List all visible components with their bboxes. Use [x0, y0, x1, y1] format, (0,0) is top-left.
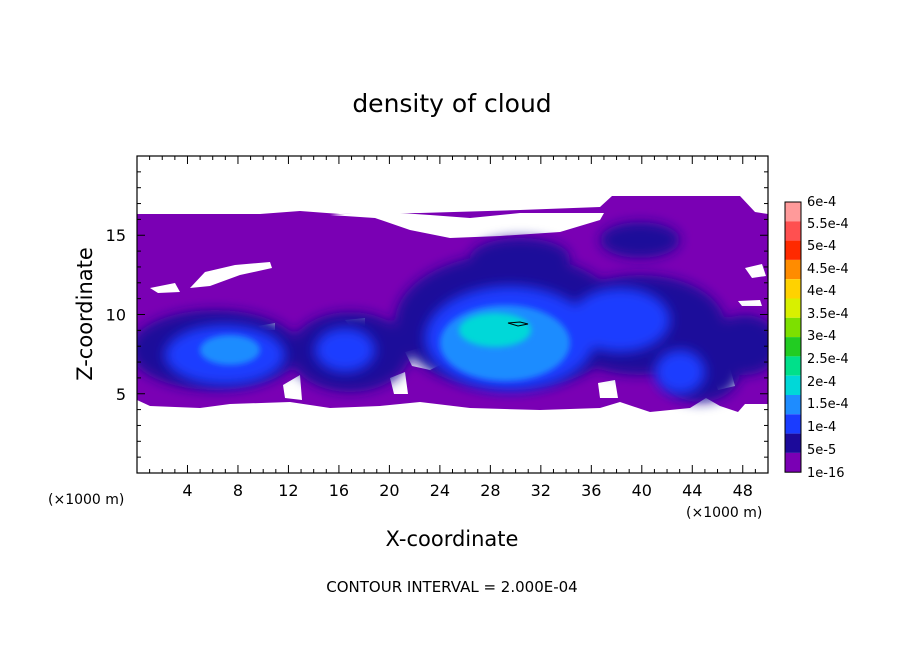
colorbar-segment: [785, 240, 801, 260]
x-tick-label: 8: [233, 481, 243, 500]
colorbar-label: 5.5e-4: [807, 217, 849, 232]
x-unit-left: (×1000 m): [48, 492, 124, 508]
axis-ticks: [137, 156, 768, 473]
x-tick-label: 12: [278, 481, 298, 500]
x-tick-label: 48: [733, 481, 753, 500]
y-tick-label: 10: [106, 306, 126, 325]
colorbar-label: 2.5e-4: [807, 352, 849, 367]
level-2e-4: [459, 313, 531, 347]
contour-interval-note: CONTOUR INTERVAL = 2.000E-04: [326, 578, 577, 596]
x-tick-label: 28: [480, 481, 500, 500]
y-tick-label: 5: [116, 385, 126, 404]
colorbar-segment: [785, 356, 801, 376]
x-axis-label: X-coordinate: [386, 527, 519, 551]
colorbar-segment: [785, 202, 801, 222]
contour-line: [507, 321, 529, 327]
x-tick-label: 36: [581, 481, 601, 500]
y-axis-label: Z-coordinate: [73, 247, 97, 381]
colorbar-segment: [785, 298, 801, 318]
x-tick-label: 24: [430, 481, 450, 500]
colorbar-segment: [785, 259, 801, 280]
colorbar-segment: [785, 433, 801, 453]
colorbar-label: 5e-4: [807, 239, 836, 254]
colorbar-segment: [785, 337, 801, 357]
x-tick-labels: 4 8 12 16 20 24 28 32 36 40 44 48: [182, 481, 753, 500]
colorbar: 6e-4 5.5e-4 5e-4 4.5e-4 4e-4 3.5e-4 3e-4…: [784, 195, 849, 481]
plot-area: [137, 156, 768, 473]
colorbar-label: 4.5e-4: [807, 262, 849, 277]
chart-title: density of cloud: [352, 89, 551, 118]
x-tick-label: 16: [329, 481, 349, 500]
colorbar-frame: [784, 201, 802, 473]
colorbar-segment: [785, 221, 801, 241]
x-unit-right: (×1000 m): [686, 505, 762, 521]
x-tick-label: 32: [531, 481, 551, 500]
colorbar-label: 3.5e-4: [807, 307, 849, 322]
colorbar-segment: [785, 395, 801, 415]
colorbar-label: 5e-5: [807, 443, 836, 458]
x-tick-label: 44: [682, 481, 702, 500]
colorbar-segment: [785, 375, 801, 395]
y-tick-labels: 5 10 15: [106, 226, 126, 404]
colorbar-segment: [785, 279, 801, 299]
colorbar-label: 4e-4: [807, 284, 836, 299]
colorbar-segment: [785, 414, 801, 434]
colorbar-segment: [785, 452, 801, 473]
x-tick-label: 4: [182, 481, 192, 500]
x-tick-label: 20: [379, 481, 399, 500]
colorbar-label: 1e-4: [807, 420, 836, 435]
colorbar-label: 1.5e-4: [807, 397, 849, 412]
x-tick-label: 40: [632, 481, 652, 500]
y-tick-label: 15: [106, 226, 126, 245]
colorbar-label: 2e-4: [807, 375, 836, 390]
colorbar-label: 3e-4: [807, 329, 836, 344]
colorbar-label: 6e-4: [807, 195, 836, 210]
colorbar-segment: [785, 317, 801, 338]
colorbar-label: 1e-16: [807, 466, 845, 481]
